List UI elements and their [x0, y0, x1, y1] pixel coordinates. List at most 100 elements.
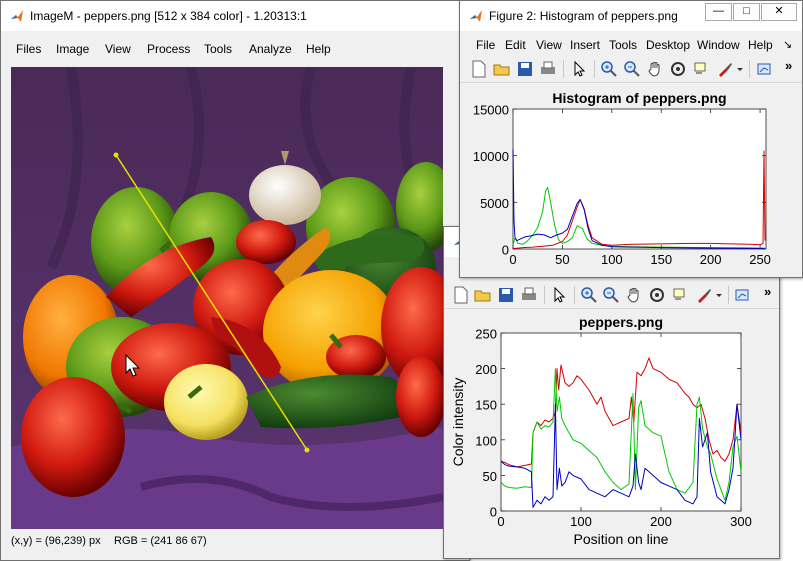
imagem-window: ImageM - peppers.png [512 x 384 color] -…: [0, 0, 470, 561]
new-figure-icon[interactable]: [470, 60, 488, 78]
plot-lines: [500, 357, 742, 508]
y-tick-label: 200: [475, 362, 497, 377]
zoom-out-icon[interactable]: [602, 286, 620, 304]
series-red-line: [500, 357, 742, 468]
x-tick-label: 100: [601, 252, 623, 267]
brush-icon[interactable]: [716, 60, 734, 78]
histogram-window-title: Figure 2: Histogram of peppers.png: [489, 9, 678, 23]
menu-desktop[interactable]: Desktop: [646, 38, 691, 52]
brush-icon[interactable]: [695, 286, 713, 304]
toolbar-separator: [563, 60, 564, 78]
dropdown-arrow-icon[interactable]: [715, 286, 723, 304]
histogram-toolbar: »: [460, 56, 802, 83]
menu-help[interactable]: Help: [748, 38, 773, 52]
x-tick-label: 0: [509, 252, 516, 267]
imagem-window-title: ImageM - peppers.png [512 x 384 color] -…: [30, 9, 307, 23]
series-green-line: [500, 368, 742, 501]
menu-view[interactable]: View: [105, 42, 131, 56]
menu-tools[interactable]: Tools: [609, 38, 638, 52]
status-coordinates: (x,y) = (96,239) px: [11, 535, 101, 547]
pointer-icon[interactable]: [570, 60, 588, 78]
imagem-menubar: Files Image View Process Tools Analyze H…: [1, 38, 469, 60]
y-tick-label: 10000: [473, 149, 509, 164]
maximize-button[interactable]: □: [733, 3, 760, 21]
menu-image[interactable]: Image: [56, 42, 90, 56]
zoom-in-icon[interactable]: [600, 60, 618, 78]
x-tick-label: 200: [700, 252, 722, 267]
y-tick-label: 100: [475, 433, 497, 448]
menu-window[interactable]: Window: [697, 38, 740, 52]
histogram-titlebar[interactable]: Figure 2: Histogram of peppers.png — □ ✕: [460, 1, 802, 31]
menu-file[interactable]: File: [476, 38, 496, 52]
y-tick-label: 250: [475, 327, 497, 342]
menu-edit[interactable]: Edit: [505, 38, 526, 52]
rotate-3d-icon[interactable]: [669, 60, 687, 78]
menu-files[interactable]: Files: [16, 42, 42, 56]
data-cursor-icon[interactable]: [671, 286, 689, 304]
series-blue-line: [500, 403, 742, 508]
y-tick-label: 15000: [473, 103, 509, 118]
toolbar-separator: [749, 60, 750, 78]
plot-lines: [512, 149, 766, 250]
toolbar-separator: [544, 286, 545, 304]
menu-view[interactable]: View: [536, 38, 562, 52]
matlab-logo-icon: [470, 10, 482, 22]
matlab-logo-icon: [11, 10, 23, 22]
x-tick-label: 0: [497, 514, 504, 529]
menu-tools[interactable]: Tools: [204, 42, 233, 56]
menu-analyze[interactable]: Analyze: [249, 42, 292, 56]
y-tick-label: 0: [502, 243, 509, 258]
x-tick-label: 200: [650, 514, 672, 529]
pointer-icon[interactable]: [550, 286, 568, 304]
histogram-figure-window: Figure 2: Histogram of peppers.png — □ ✕…: [459, 0, 803, 278]
link-plot-icon[interactable]: [734, 286, 752, 304]
menu-process[interactable]: Process: [147, 42, 191, 56]
save-icon[interactable]: [497, 286, 515, 304]
open-file-icon[interactable]: [493, 60, 511, 78]
dock-icon[interactable]: ↘: [783, 39, 793, 51]
x-tick-label: 300: [730, 514, 752, 529]
series-blue-line: [512, 149, 766, 250]
toolbar-overflow-chevron[interactable]: »: [764, 284, 772, 299]
save-icon[interactable]: [516, 60, 534, 78]
link-plot-icon[interactable]: [756, 60, 774, 78]
toolbar-separator: [728, 286, 729, 304]
y-axis-label: Color intensity: [450, 378, 466, 467]
print-icon[interactable]: [520, 286, 538, 304]
print-icon[interactable]: [539, 60, 557, 78]
profile-figure-window: » peppers.png 0 100 200 300 0 50 100 150 200 250 Po…: [443, 226, 780, 559]
profile-chart: peppers.png 0 100 200 300 0 50 100 150 200 250 Posi…: [445, 309, 778, 557]
menu-insert[interactable]: Insert: [570, 38, 601, 52]
toolbar-overflow-chevron[interactable]: »: [785, 58, 793, 73]
toolbar-separator: [594, 60, 595, 78]
image-canvas[interactable]: [11, 67, 443, 529]
histogram-chart: Histogram of peppers.png 0 50 100 150 200 250 0…: [461, 83, 801, 275]
toolbar-separator: [574, 286, 575, 304]
chart-title: peppers.png: [579, 314, 663, 330]
minimize-button[interactable]: —: [705, 3, 732, 21]
profile-toolbar: »: [444, 282, 779, 309]
x-tick-label: 250: [749, 252, 771, 267]
pan-icon[interactable]: [646, 60, 664, 78]
axes-box: [512, 108, 767, 250]
dropdown-arrow-icon[interactable]: [736, 60, 744, 78]
x-tick-label: 100: [570, 514, 592, 529]
menu-help[interactable]: Help: [306, 42, 331, 56]
series-red-line: [512, 150, 766, 249]
y-tick-label: 0: [490, 505, 497, 520]
x-tick-label: 50: [555, 252, 569, 267]
zoom-in-icon[interactable]: [580, 286, 598, 304]
new-figure-icon[interactable]: [452, 286, 470, 304]
open-file-icon[interactable]: [474, 286, 492, 304]
zoom-out-icon[interactable]: [623, 60, 641, 78]
y-tick-label: 5000: [480, 196, 509, 211]
pan-icon[interactable]: [625, 286, 643, 304]
imagem-titlebar[interactable]: ImageM - peppers.png [512 x 384 color] -…: [1, 1, 469, 31]
close-button[interactable]: ✕: [761, 3, 797, 21]
histogram-menubar: File Edit View Insert Tools Desktop Wind…: [460, 34, 802, 56]
rotate-3d-icon[interactable]: [648, 286, 666, 304]
y-tick-label: 150: [475, 398, 497, 413]
chart-title: Histogram of peppers.png: [552, 90, 726, 106]
data-cursor-icon[interactable]: [692, 60, 710, 78]
imagem-statusbar: (x,y) = (96,239) px RGB = (241 86 67): [1, 531, 469, 553]
